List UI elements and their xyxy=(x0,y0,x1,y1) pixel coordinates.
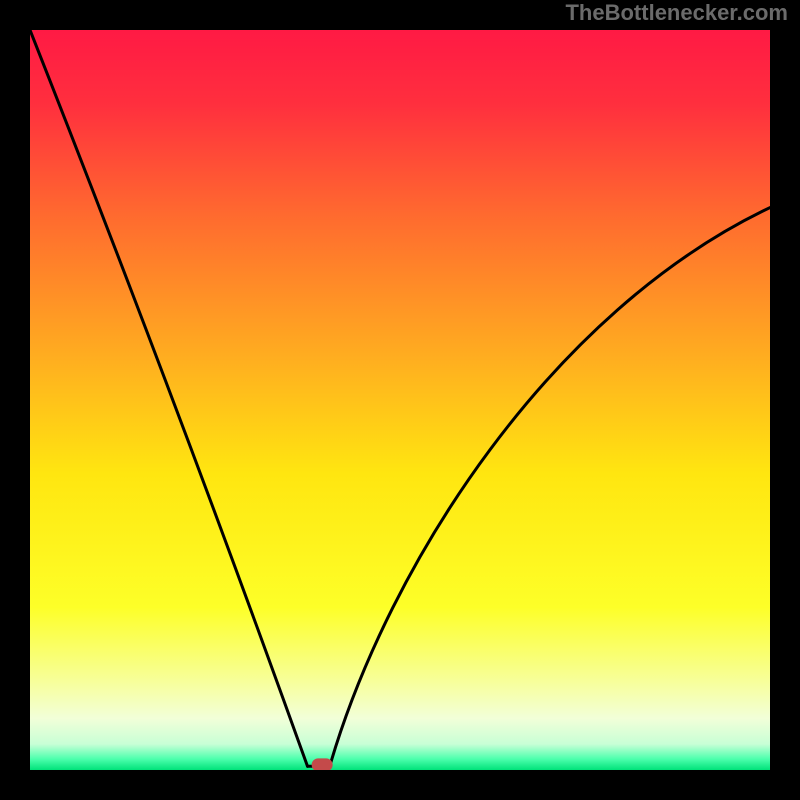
plot-area xyxy=(30,30,770,770)
watermark-text: TheBottlenecker.com xyxy=(565,0,788,26)
optimum-marker xyxy=(312,758,333,770)
bottleneck-curve xyxy=(30,30,770,770)
